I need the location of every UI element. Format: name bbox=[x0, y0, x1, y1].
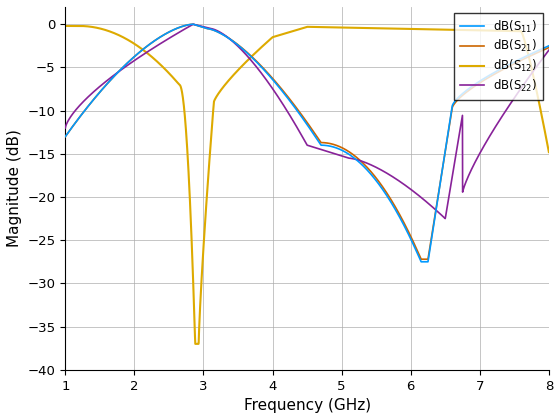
dB(S$_{22}$) bbox=[117, 68, 124, 73]
dB(S$_{11}$) bbox=[545, 43, 552, 48]
dB(S$_{12}$) bbox=[146, 52, 152, 57]
dB(S$_{21}$) bbox=[545, 45, 552, 50]
dB(S$_{22}$) bbox=[536, 60, 543, 65]
dB(S$_{11}$) bbox=[418, 259, 424, 264]
dB(S$_{12}$) bbox=[536, 102, 543, 108]
dB(S$_{11}$) bbox=[62, 134, 69, 139]
dB(S$_{22}$) bbox=[484, 137, 491, 142]
dB(S$_{11}$) bbox=[484, 74, 491, 79]
dB(S$_{21}$) bbox=[268, 75, 275, 80]
dB(S$_{11}$) bbox=[248, 54, 254, 59]
dB(S$_{12}$) bbox=[192, 341, 199, 346]
Line: dB(S$_{12}$): dB(S$_{12}$) bbox=[66, 26, 549, 344]
dB(S$_{22}$) bbox=[146, 48, 152, 53]
dB(S$_{21}$) bbox=[418, 257, 424, 262]
dB(S$_{22}$) bbox=[248, 58, 254, 63]
dB(S$_{22}$) bbox=[268, 85, 275, 90]
dB(S$_{12}$) bbox=[117, 34, 124, 39]
dB(S$_{22}$) bbox=[545, 47, 552, 52]
dB(S$_{12}$) bbox=[545, 150, 552, 155]
dB(S$_{11}$) bbox=[268, 76, 275, 81]
dB(S$_{12}$) bbox=[248, 55, 254, 60]
Line: dB(S$_{21}$): dB(S$_{21}$) bbox=[66, 24, 549, 259]
Line: dB(S$_{11}$): dB(S$_{11}$) bbox=[66, 24, 549, 262]
dB(S$_{21}$) bbox=[62, 134, 69, 139]
dB(S$_{22}$) bbox=[62, 125, 69, 130]
dB(S$_{11}$) bbox=[190, 22, 197, 27]
dB(S$_{11}$) bbox=[117, 67, 124, 72]
dB(S$_{21}$) bbox=[536, 49, 543, 54]
dB(S$_{21}$) bbox=[190, 22, 197, 27]
dB(S$_{21}$) bbox=[484, 76, 491, 81]
X-axis label: Frequency (GHz): Frequency (GHz) bbox=[244, 398, 371, 413]
dB(S$_{12}$) bbox=[62, 24, 69, 29]
Y-axis label: Magnitude (dB): Magnitude (dB) bbox=[7, 129, 22, 247]
dB(S$_{11}$) bbox=[536, 47, 543, 52]
dB(S$_{21}$) bbox=[146, 42, 152, 47]
Line: dB(S$_{22}$): dB(S$_{22}$) bbox=[66, 24, 549, 218]
dB(S$_{21}$) bbox=[117, 67, 124, 72]
dB(S$_{21}$) bbox=[248, 53, 254, 58]
dB(S$_{12}$) bbox=[268, 35, 275, 40]
dB(S$_{22}$) bbox=[442, 216, 449, 221]
Legend: dB(S$_{11}$), dB(S$_{21}$), dB(S$_{12}$), dB(S$_{22}$): dB(S$_{11}$), dB(S$_{21}$), dB(S$_{12}$)… bbox=[454, 13, 543, 100]
dB(S$_{12}$) bbox=[484, 28, 491, 33]
dB(S$_{22}$) bbox=[190, 22, 197, 27]
dB(S$_{11}$) bbox=[146, 42, 152, 47]
